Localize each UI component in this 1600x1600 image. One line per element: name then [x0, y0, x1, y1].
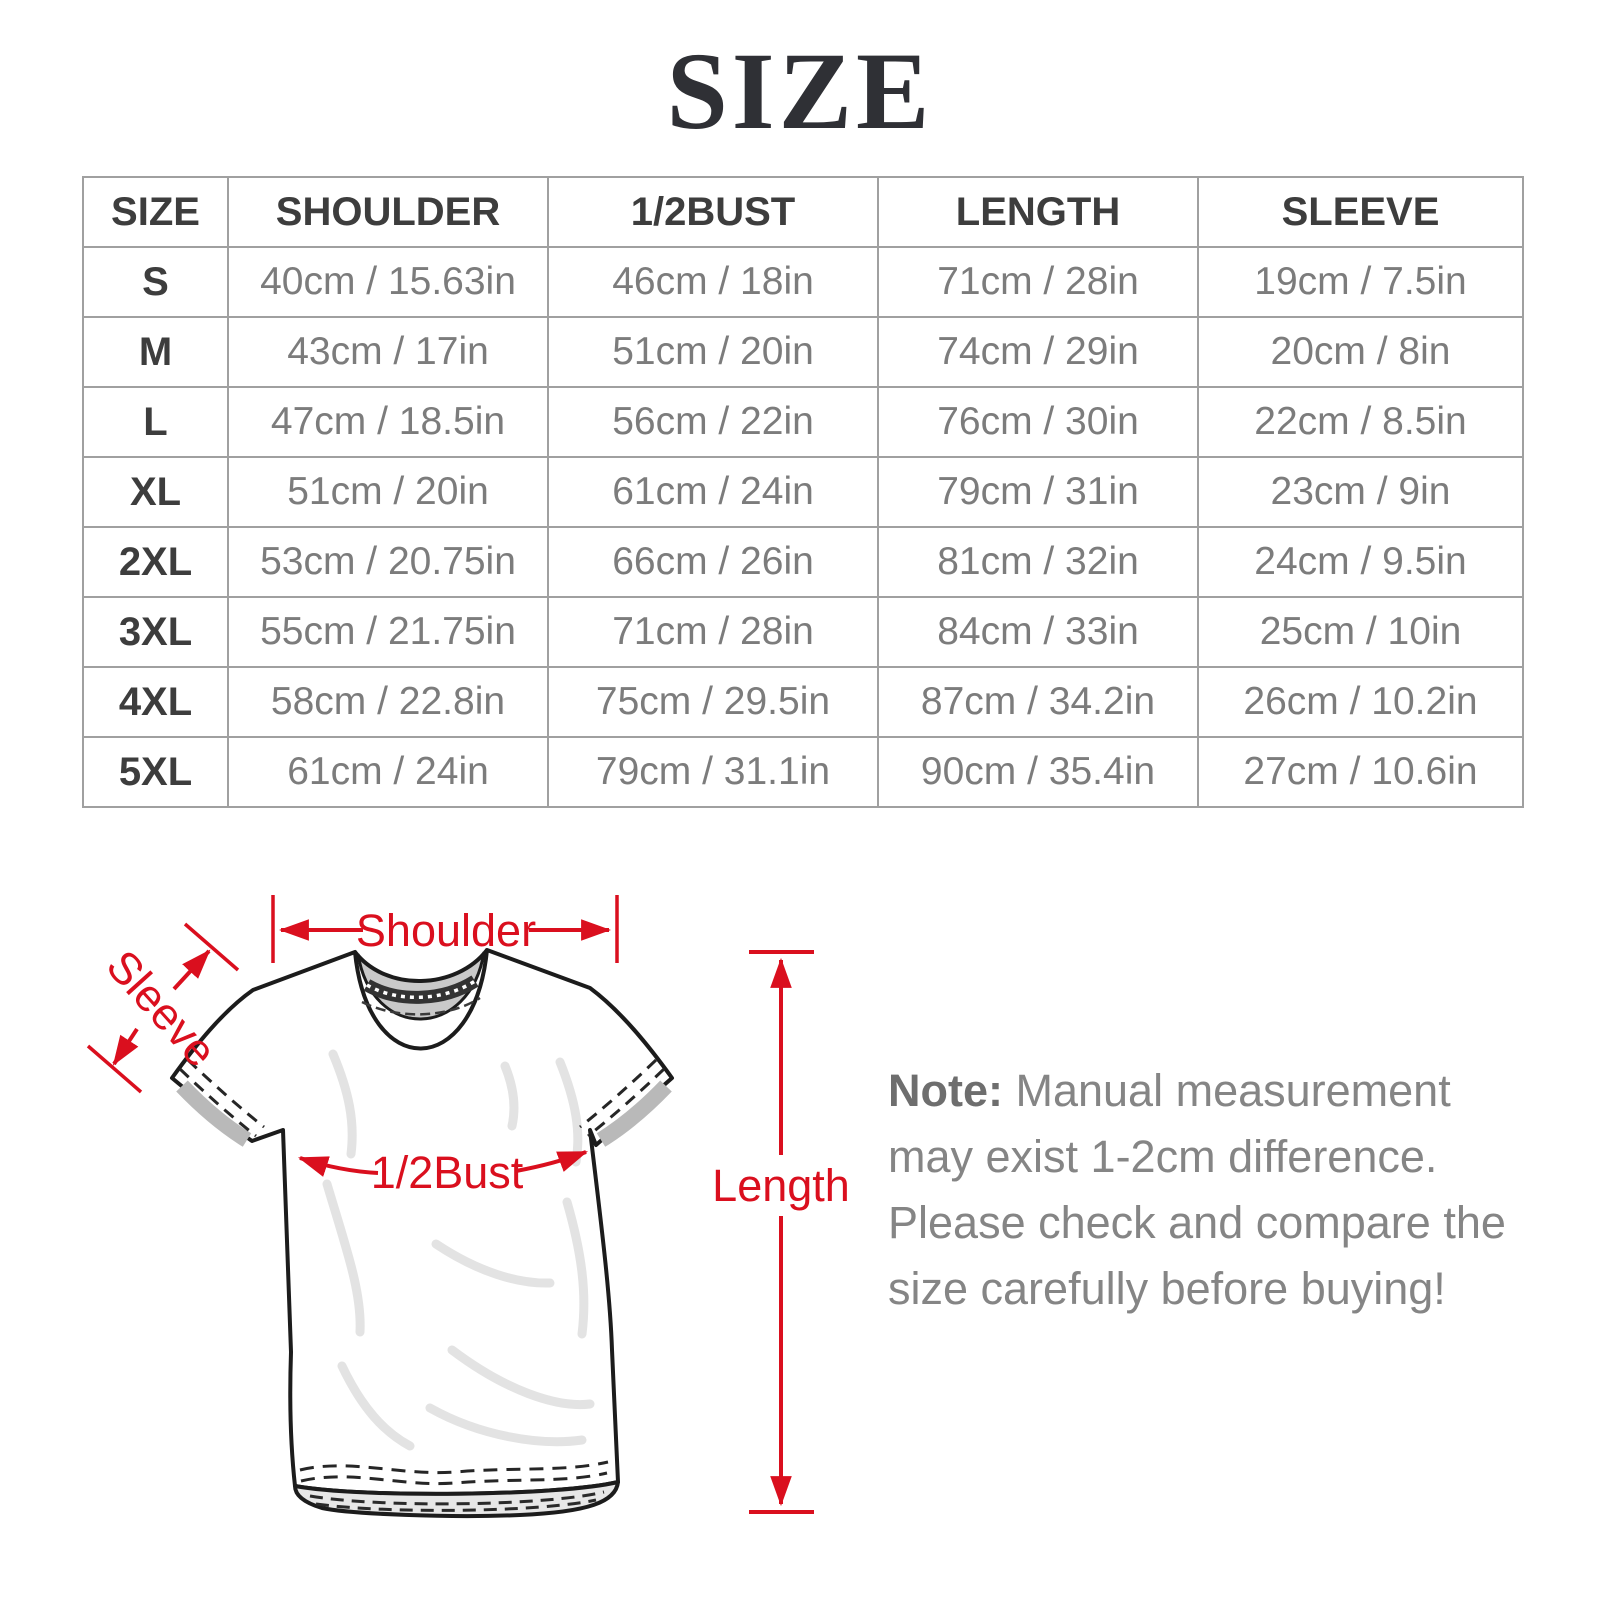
column-header-length: LENGTH: [877, 176, 1199, 248]
bust-arrow-left: [298, 1156, 379, 1177]
column-header-shoulder: SHOULDER: [227, 176, 549, 248]
size-label-cell: XL: [82, 456, 229, 528]
length-annotation: Length: [712, 950, 850, 1514]
collar: [353, 948, 489, 1021]
measurement-cell: 79cm / 31.1in: [547, 736, 879, 808]
measurement-cell: 20cm / 8in: [1197, 316, 1524, 388]
measurement-cell: 71cm / 28in: [547, 596, 879, 668]
measurement-cell: 56cm / 22in: [547, 386, 879, 458]
measurement-cell: 51cm / 20in: [227, 456, 549, 528]
fabric-wrinkles: [322, 1049, 595, 1451]
sleeve-arrow-up: [172, 949, 211, 991]
sleeve-tick-bottom: [86, 1044, 143, 1094]
size-table-head: SIZE SHOULDER 1/2BUST LENGTH SLEEVE: [82, 176, 1524, 248]
right-sleeve-cuff: [579, 1058, 672, 1147]
note-label: Note:: [888, 1065, 1003, 1116]
measurement-cell: 51cm / 20in: [547, 316, 879, 388]
measurement-cell: 58cm / 22.8in: [227, 666, 549, 738]
bottom-hem: [293, 1460, 620, 1519]
measurement-cell: 27cm / 10.6in: [1197, 736, 1524, 808]
table-row: 3XL 55cm / 21.75in 71cm / 28in 84cm / 33in 2…: [82, 596, 1524, 668]
size-label-cell: 5XL: [82, 736, 229, 808]
measurement-cell: 43cm / 17in: [227, 316, 549, 388]
size-label-cell: 2XL: [82, 526, 229, 598]
measurement-cell: 24cm / 9.5in: [1197, 526, 1524, 598]
measurement-cell: 53cm / 20.75in: [227, 526, 549, 598]
measurement-cell: 76cm / 30in: [877, 386, 1199, 458]
table-row: 5XL 61cm / 24in 79cm / 31.1in 90cm / 35.4in…: [82, 736, 1524, 808]
measurement-cell: 74cm / 29in: [877, 316, 1199, 388]
page-title: SIZE: [666, 30, 934, 152]
note-body: Manual measurement may exist 1-2cm diffe…: [888, 1065, 1506, 1314]
table-row: 4XL 58cm / 22.8in 75cm / 29.5in 87cm / 34.2…: [82, 666, 1524, 738]
sleeve-arrow-down: [112, 1027, 139, 1066]
size-label-cell: S: [82, 246, 229, 318]
tshirt-illustration: [170, 948, 674, 1519]
measurement-cell: 61cm / 24in: [547, 456, 879, 528]
tshirt-body-outline: [170, 948, 674, 1496]
measurement-cell: 47cm / 18.5in: [227, 386, 549, 458]
sleeve-label: Sleeve: [97, 940, 227, 1076]
measurement-cell: 22cm / 8.5in: [1197, 386, 1524, 458]
shoulder-annotation: Shoulder: [271, 895, 619, 963]
size-label-cell: M: [82, 316, 229, 388]
table-row: M 43cm / 17in 51cm / 20in 74cm / 29in 20cm /…: [82, 316, 1524, 388]
measurement-cell: 61cm / 24in: [227, 736, 549, 808]
bust-arrow-right: [515, 1150, 588, 1173]
bust-label: 1/2Bust: [371, 1147, 524, 1198]
measurement-cell: 19cm / 7.5in: [1197, 246, 1524, 318]
size-table-body: S 40cm / 15.63in 46cm / 18in 71cm / 28in 19c…: [82, 246, 1524, 808]
note-text: Note: Manual measurement may exist 1-2cm…: [888, 1058, 1528, 1322]
size-label-cell: 3XL: [82, 596, 229, 668]
header-row: SIZE SHOULDER 1/2BUST LENGTH SLEEVE: [82, 176, 1524, 248]
measurement-cell: 87cm / 34.2in: [877, 666, 1199, 738]
measurement-cell: 66cm / 26in: [547, 526, 879, 598]
size-label-cell: 4XL: [82, 666, 229, 738]
size-label-cell: L: [82, 386, 229, 458]
table-row: S 40cm / 15.63in 46cm / 18in 71cm / 28in 19c…: [82, 246, 1524, 318]
size-table: SIZE SHOULDER 1/2BUST LENGTH SLEEVE S 40cm / …: [82, 176, 1524, 808]
shoulder-label: Shoulder: [356, 905, 536, 956]
measurement-cell: 81cm / 32in: [877, 526, 1199, 598]
measurement-cell: 26cm / 10.2in: [1197, 666, 1524, 738]
sleeve-tick-top: [183, 922, 240, 972]
measurement-cell: 25cm / 10in: [1197, 596, 1524, 668]
measurement-cell: 55cm / 21.75in: [227, 596, 549, 668]
table-row: 2XL 53cm / 20.75in 66cm / 26in 81cm / 32in 2…: [82, 526, 1524, 598]
measurement-cell: 71cm / 28in: [877, 246, 1199, 318]
bust-annotation: 1/2Bust: [298, 1147, 588, 1198]
table-row: L 47cm / 18.5in 56cm / 22in 76cm / 30in 22cm…: [82, 386, 1524, 458]
measurement-cell: 23cm / 9in: [1197, 456, 1524, 528]
collar-back-band: [355, 950, 487, 1020]
measurement-cell: 84cm / 33in: [877, 596, 1199, 668]
measurement-cell: 90cm / 35.4in: [877, 736, 1199, 808]
measurement-cell: 46cm / 18in: [547, 246, 879, 318]
length-label: Length: [712, 1160, 850, 1211]
table-row: XL 51cm / 20in 61cm / 24in 79cm / 31in 23cm …: [82, 456, 1524, 528]
column-header-sleeve: SLEEVE: [1197, 176, 1524, 248]
measurement-cell: 40cm / 15.63in: [227, 246, 549, 318]
measurement-cell: 75cm / 29.5in: [547, 666, 879, 738]
column-header-1-2bust: 1/2BUST: [547, 176, 879, 248]
measurement-cell: 79cm / 31in: [877, 456, 1199, 528]
left-sleeve-cuff: [176, 1058, 265, 1147]
column-header-size: SIZE: [82, 176, 229, 248]
